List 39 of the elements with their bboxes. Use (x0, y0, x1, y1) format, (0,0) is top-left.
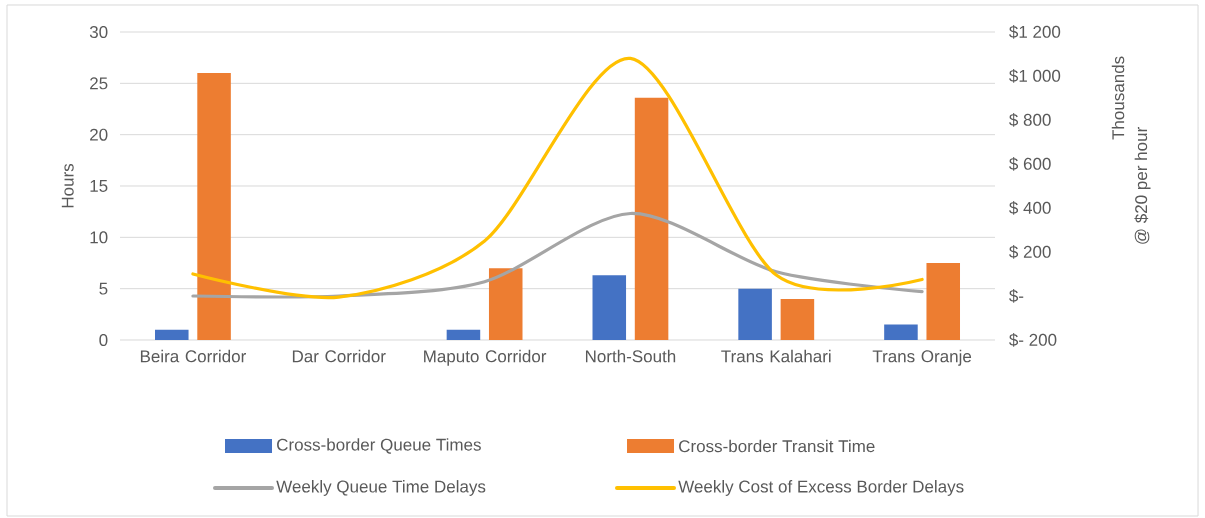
legend-label: Weekly Cost of Excess Border Delays (678, 480, 964, 496)
y-axis-title: Hours (61, 163, 74, 208)
y-tick-label: 10 (90, 231, 108, 244)
x-tick-label: Trans Oranje (872, 349, 972, 366)
x-tick-label: North-South (585, 349, 676, 363)
x-tick-label: Dar Corridor (292, 349, 386, 363)
line-series (191, 56, 924, 300)
bar (197, 73, 231, 340)
y2-tick-label: $- 200 (1009, 333, 1057, 347)
legend-label: Cross-border Transit Time (679, 439, 875, 453)
y2-tick-label: $1 000 (1009, 69, 1061, 83)
text: Thousands (1111, 56, 1125, 140)
y-tick-label: 20 (90, 128, 108, 141)
y2-tick-label: $ 200 (1009, 245, 1051, 259)
bar (488, 268, 523, 340)
bar (446, 329, 481, 340)
legend-label: Weekly Queue Time Delays (276, 480, 486, 496)
legend-label: Cross-border Queue Times (277, 438, 481, 454)
y-tick-label: 0 (99, 333, 108, 347)
bar (738, 288, 772, 340)
y2-axis-title: @ $20 per hour (1134, 127, 1151, 244)
x-tick-label: Maputo Corridor (424, 349, 547, 366)
y2-tick-label: $- (1009, 289, 1024, 303)
bar (884, 324, 918, 340)
y2-tick-label: $ 800 (1009, 113, 1051, 127)
y-tick-label: 30 (89, 25, 108, 39)
bar (155, 329, 189, 340)
y2-tick-label: $ 400 (1009, 201, 1051, 215)
y-tick-label: 25 (90, 77, 108, 90)
y2-tick-label: $ 600 (1009, 157, 1051, 171)
y-tick-label: 15 (90, 180, 108, 192)
x-tick-label: Beira Corridor (140, 349, 246, 363)
bar (592, 275, 627, 340)
bar (634, 97, 669, 340)
y-tick-label: 5 (99, 282, 108, 295)
bar (780, 298, 815, 340)
x-tick-label: Trans Kalahari (721, 349, 831, 363)
bar (926, 263, 960, 340)
y2-tick-label: $1 200 (1009, 25, 1061, 39)
